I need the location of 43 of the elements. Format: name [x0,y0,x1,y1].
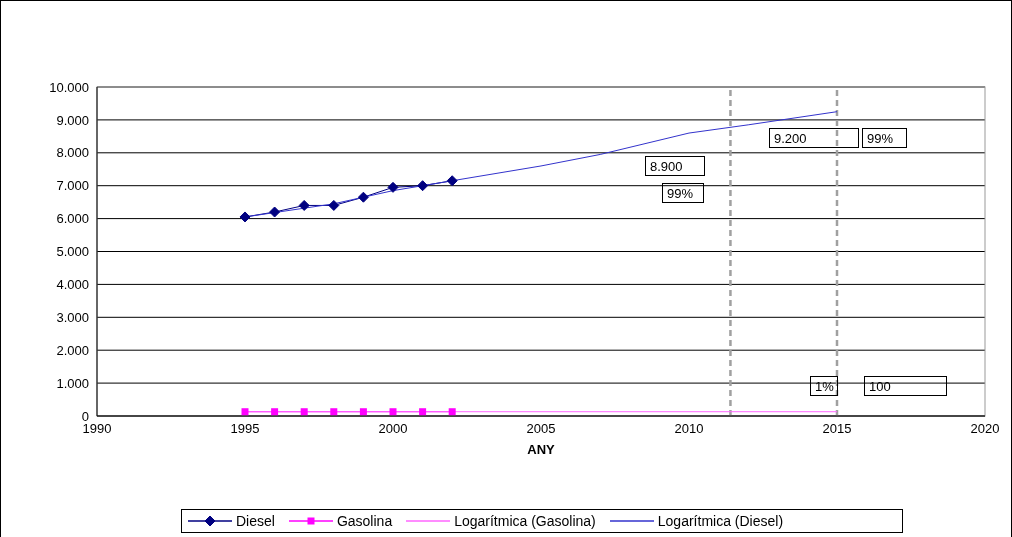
y-tick-label: 7.000 [56,178,89,194]
point [239,211,251,223]
point [446,175,458,187]
x-tick-label: 2010 [674,421,704,437]
annotation: 99% [662,183,704,203]
y-tick-label: 9.000 [56,112,89,128]
x-tick-label: 2000 [378,421,408,437]
point [269,206,281,218]
point [328,199,340,211]
x-tick-label: 2015 [822,421,852,437]
y-tick-label: 1.000 [56,375,89,391]
legend-label: Logarítmica (Gasolina) [454,513,596,529]
annotation: 9.200 [769,128,859,148]
point [419,408,427,416]
point [359,408,367,416]
y-tick-label: 0 [81,408,89,424]
point [300,408,308,416]
annotation: 8.900 [645,156,705,176]
x-tick-label: 1995 [230,421,260,437]
y-tick-label: 8.000 [56,145,89,161]
x-axis-title: ANY [527,442,556,457]
legend-label: Logarítmica (Diesel) [657,513,784,529]
point [241,408,249,416]
y-tick-label: 4.000 [56,277,89,293]
x-tick-label: 2020 [970,421,1000,437]
y-tick-label: 3.000 [56,309,89,325]
legend-label: Gasolina [336,513,393,529]
y-tick-label: 5.000 [56,244,89,260]
y-tick-label: 2.000 [56,342,89,358]
annotation: 99% [862,128,907,148]
point [357,191,369,203]
point [417,180,429,192]
point [330,408,338,416]
x-tick-label: 1990 [82,421,112,437]
point [387,181,399,193]
y-tick-label: 6.000 [56,211,89,227]
point [298,199,310,211]
point [389,408,397,416]
x-tick-label: 2005 [526,421,556,437]
legend-label: Diesel [236,513,275,529]
y-tick-label: 10.000 [49,79,89,95]
point [448,408,456,416]
point [271,408,279,416]
